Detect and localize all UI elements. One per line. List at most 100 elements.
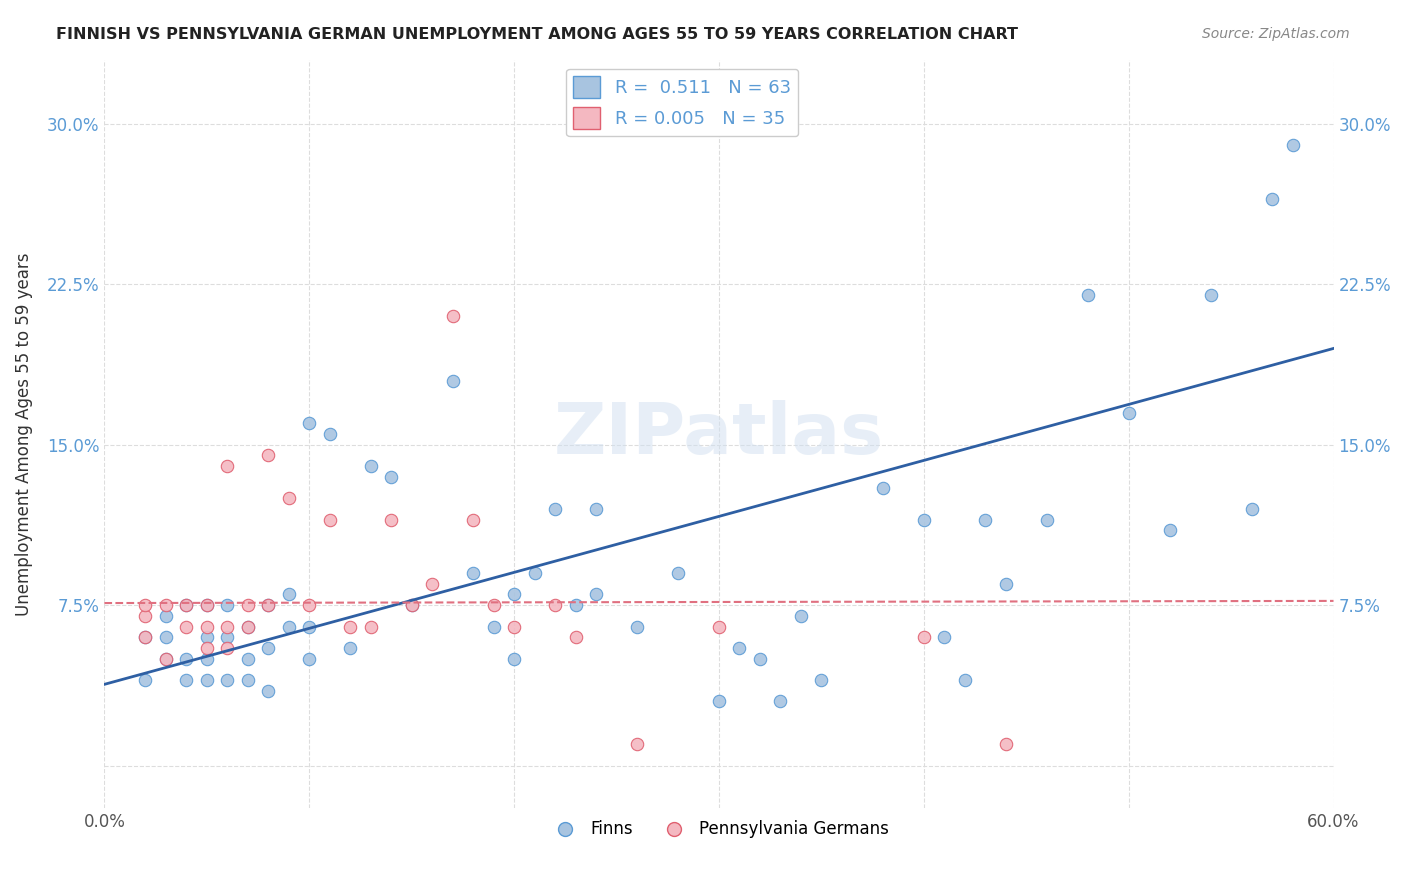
Finns: [298, 619, 321, 633]
Pennsylvania Germans: [155, 598, 177, 612]
Finns: [728, 640, 751, 655]
Finns: [503, 651, 526, 665]
Finns: [195, 630, 218, 644]
Finns: [257, 598, 280, 612]
Finns: [769, 694, 792, 708]
Pennsylvania Germans: [217, 640, 239, 655]
Finns: [585, 587, 607, 601]
Finns: [564, 598, 586, 612]
Finns: [1035, 513, 1057, 527]
Finns: [176, 598, 198, 612]
Pennsylvania Germans: [217, 459, 239, 474]
Pennsylvania Germans: [420, 576, 443, 591]
Finns: [482, 619, 505, 633]
Pennsylvania Germans: [277, 491, 299, 506]
Finns: [872, 481, 894, 495]
Pennsylvania Germans: [503, 619, 526, 633]
Finns: [934, 630, 956, 644]
Pennsylvania Germans: [217, 619, 239, 633]
Finns: [380, 470, 402, 484]
Finns: [134, 673, 156, 687]
Pennsylvania Germans: [461, 513, 484, 527]
Pennsylvania Germans: [257, 598, 280, 612]
Finns: [277, 587, 299, 601]
Finns: [953, 673, 976, 687]
Finns: [277, 619, 299, 633]
Pennsylvania Germans: [994, 737, 1017, 751]
Finns: [155, 608, 177, 623]
Finns: [1118, 406, 1140, 420]
Finns: [155, 651, 177, 665]
Pennsylvania Germans: [298, 598, 321, 612]
Finns: [195, 673, 218, 687]
Finns: [1240, 502, 1263, 516]
Pennsylvania Germans: [339, 619, 361, 633]
Finns: [176, 651, 198, 665]
Finns: [1159, 524, 1181, 538]
Finns: [748, 651, 770, 665]
Pennsylvania Germans: [155, 651, 177, 665]
Finns: [974, 513, 997, 527]
Finns: [339, 640, 361, 655]
Finns: [155, 630, 177, 644]
Pennsylvania Germans: [912, 630, 935, 644]
Pennsylvania Germans: [482, 598, 505, 612]
Finns: [626, 619, 648, 633]
Finns: [195, 651, 218, 665]
Finns: [912, 513, 935, 527]
Pennsylvania Germans: [401, 598, 423, 612]
Finns: [1077, 288, 1099, 302]
Finns: [134, 630, 156, 644]
Finns: [544, 502, 567, 516]
Finns: [810, 673, 832, 687]
Text: FINNISH VS PENNSYLVANIA GERMAN UNEMPLOYMENT AMONG AGES 55 TO 59 YEARS CORRELATIO: FINNISH VS PENNSYLVANIA GERMAN UNEMPLOYM…: [56, 27, 1018, 42]
Finns: [195, 598, 218, 612]
Pennsylvania Germans: [195, 619, 218, 633]
Pennsylvania Germans: [195, 640, 218, 655]
Finns: [523, 566, 546, 580]
Finns: [707, 694, 730, 708]
Finns: [666, 566, 689, 580]
Pennsylvania Germans: [564, 630, 586, 644]
Finns: [319, 427, 342, 442]
Finns: [257, 683, 280, 698]
Pennsylvania Germans: [134, 630, 156, 644]
Finns: [298, 651, 321, 665]
Pennsylvania Germans: [134, 608, 156, 623]
Y-axis label: Unemployment Among Ages 55 to 59 years: Unemployment Among Ages 55 to 59 years: [15, 252, 32, 615]
Finns: [461, 566, 484, 580]
Pennsylvania Germans: [176, 598, 198, 612]
Pennsylvania Germans: [257, 449, 280, 463]
Finns: [176, 673, 198, 687]
Pennsylvania Germans: [441, 310, 464, 324]
Pennsylvania Germans: [380, 513, 402, 527]
Text: ZIPatlas: ZIPatlas: [554, 400, 884, 468]
Finns: [217, 598, 239, 612]
Text: Source: ZipAtlas.com: Source: ZipAtlas.com: [1202, 27, 1350, 41]
Pennsylvania Germans: [707, 619, 730, 633]
Finns: [236, 673, 259, 687]
Finns: [236, 619, 259, 633]
Pennsylvania Germans: [236, 619, 259, 633]
Pennsylvania Germans: [626, 737, 648, 751]
Finns: [236, 651, 259, 665]
Pennsylvania Germans: [134, 598, 156, 612]
Finns: [298, 417, 321, 431]
Pennsylvania Germans: [236, 598, 259, 612]
Finns: [217, 673, 239, 687]
Finns: [401, 598, 423, 612]
Pennsylvania Germans: [319, 513, 342, 527]
Pennsylvania Germans: [544, 598, 567, 612]
Finns: [585, 502, 607, 516]
Pennsylvania Germans: [360, 619, 382, 633]
Finns: [994, 576, 1017, 591]
Finns: [360, 459, 382, 474]
Finns: [217, 630, 239, 644]
Finns: [1261, 192, 1284, 206]
Finns: [441, 374, 464, 388]
Legend: Finns, Pennsylvania Germans: Finns, Pennsylvania Germans: [541, 814, 896, 845]
Finns: [257, 640, 280, 655]
Finns: [503, 587, 526, 601]
Pennsylvania Germans: [176, 619, 198, 633]
Pennsylvania Germans: [195, 598, 218, 612]
